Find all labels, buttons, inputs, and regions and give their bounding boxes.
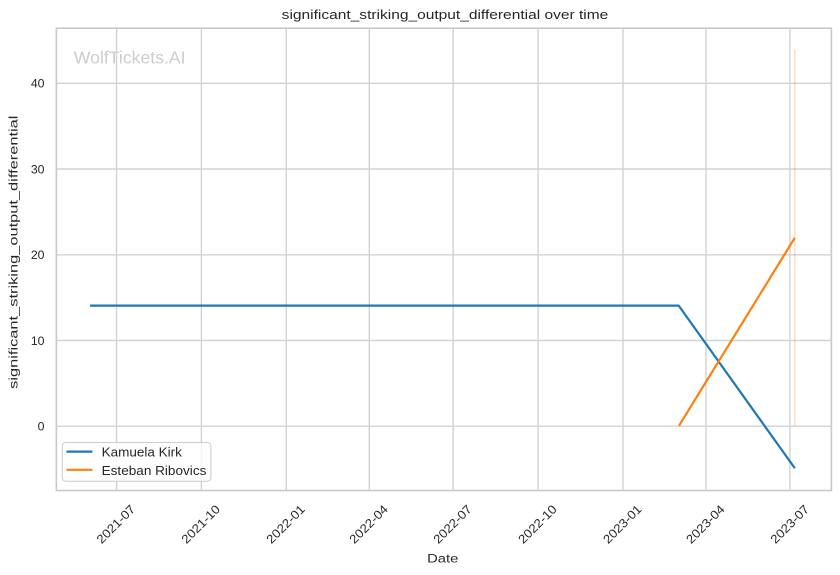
svg-text:2021-10: 2021-10 bbox=[179, 502, 223, 546]
svg-text:0: 0 bbox=[38, 420, 45, 434]
svg-text:20: 20 bbox=[31, 248, 45, 262]
svg-text:significant_striking_output_di: significant_striking_output_differential… bbox=[282, 7, 609, 22]
svg-text:2022-10: 2022-10 bbox=[515, 502, 559, 546]
svg-text:2021-07: 2021-07 bbox=[94, 502, 138, 546]
svg-text:30: 30 bbox=[31, 162, 45, 176]
svg-text:2023-07: 2023-07 bbox=[768, 502, 812, 546]
svg-text:2023-04: 2023-04 bbox=[683, 502, 727, 546]
svg-text:2022-07: 2022-07 bbox=[431, 502, 475, 546]
svg-text:WolfTickets.AI: WolfTickets.AI bbox=[74, 48, 186, 68]
svg-text:Kamuela Kirk: Kamuela Kirk bbox=[102, 445, 183, 460]
svg-text:40: 40 bbox=[31, 77, 45, 91]
svg-text:2022-01: 2022-01 bbox=[264, 502, 308, 546]
svg-text:10: 10 bbox=[31, 334, 45, 348]
svg-text:Esteban Ribovics: Esteban Ribovics bbox=[102, 463, 207, 478]
svg-text:2023-01: 2023-01 bbox=[600, 502, 644, 546]
svg-text:2022-04: 2022-04 bbox=[347, 502, 391, 546]
svg-text:significant_striking_output_di: significant_striking_output_differential bbox=[7, 116, 21, 389]
svg-text:Date: Date bbox=[427, 552, 458, 566]
